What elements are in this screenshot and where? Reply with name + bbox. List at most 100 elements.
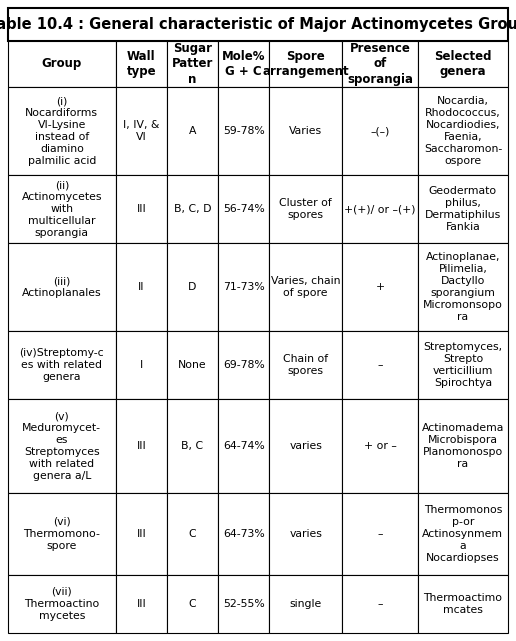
Text: 64-74%: 64-74% [223, 441, 265, 451]
Text: Table 10.4 : General characteristic of Major Actinomycetes Group: Table 10.4 : General characteristic of M… [0, 17, 516, 32]
Text: Spore
arrangement: Spore arrangement [263, 50, 349, 78]
Text: B, C, D: B, C, D [174, 204, 211, 214]
Text: Geodermato
philus,
Dermatiphilus
Fankia: Geodermato philus, Dermatiphilus Fankia [425, 186, 501, 232]
Text: varies: varies [289, 529, 322, 539]
Bar [167, 87, 218, 175]
Text: Actinoplanae,
Pilimelia,
Dactyllo
sporangium
Micromonsopo
ra: Actinoplanae, Pilimelia, Dactyllo sporan… [423, 252, 503, 322]
Bar [8, 175, 116, 244]
Text: Presence
of
sporangia: Presence of sporangia [347, 42, 413, 86]
Bar [342, 175, 418, 244]
Bar [8, 494, 116, 574]
Text: Chain of
spores: Chain of spores [283, 354, 328, 376]
Bar [167, 574, 218, 633]
Bar [218, 494, 269, 574]
Bar [116, 87, 167, 175]
Bar [116, 574, 167, 633]
Text: C: C [189, 529, 196, 539]
Bar [418, 87, 508, 175]
Text: (vi)
Thermomono-
spore: (vi) Thermomono- spore [23, 517, 100, 551]
Bar [342, 494, 418, 574]
Bar [116, 494, 167, 574]
Bar [8, 40, 116, 87]
Text: (ii)
Actinomycetes
with
multicellular
sporangia: (ii) Actinomycetes with multicellular sp… [22, 180, 102, 238]
Bar [8, 244, 116, 331]
Bar [116, 175, 167, 244]
Bar [218, 175, 269, 244]
Text: Varies: Varies [289, 126, 322, 137]
Bar [116, 331, 167, 399]
Text: Thermomonos
p-or
Actinosynmem
a
Nocardiopses: Thermomonos p-or Actinosynmem a Nocardio… [423, 505, 504, 563]
Bar [269, 399, 342, 494]
Text: 56-74%: 56-74% [223, 204, 265, 214]
Text: Nocardia,
Rhodococcus,
Nocardiodies,
Faenia,
Saccharomon-
ospore: Nocardia, Rhodococcus, Nocardiodies, Fae… [424, 96, 502, 166]
Bar [269, 494, 342, 574]
Text: (i)
Nocardiforms
VI-Lysine
instead of
diamino
palmilic acid: (i) Nocardiforms VI-Lysine instead of di… [25, 96, 99, 166]
Bar [342, 40, 418, 87]
Text: Thermoactimo
mcates: Thermoactimo mcates [424, 593, 503, 615]
Text: 69-78%: 69-78% [223, 360, 265, 370]
Bar [167, 175, 218, 244]
Text: I: I [140, 360, 143, 370]
Bar [342, 331, 418, 399]
Text: Actinomadema
Microbispora
Planomonospo
ra: Actinomadema Microbispora Planomonospo r… [422, 423, 504, 469]
Bar [167, 399, 218, 494]
Bar [167, 40, 218, 87]
Bar [418, 331, 508, 399]
Text: (v)
Meduromycet-
es
Streptomyces
with related
genera a/L: (v) Meduromycet- es Streptomyces with re… [22, 412, 101, 481]
Bar [218, 331, 269, 399]
Bar [8, 87, 116, 175]
Text: D: D [188, 282, 197, 292]
Text: (iii)
Actinoplanales: (iii) Actinoplanales [22, 276, 102, 298]
Bar [342, 399, 418, 494]
Bar [218, 244, 269, 331]
Bar [418, 494, 508, 574]
Bar [269, 244, 342, 331]
Bar [418, 399, 508, 494]
Bar [218, 40, 269, 87]
Text: 64-73%: 64-73% [223, 529, 265, 539]
Text: +: + [375, 282, 384, 292]
Bar [269, 331, 342, 399]
Bar [342, 574, 418, 633]
Bar [418, 574, 508, 633]
Bar [116, 399, 167, 494]
Text: III: III [136, 599, 146, 609]
Text: 59-78%: 59-78% [223, 126, 265, 137]
Text: B, C: B, C [182, 441, 204, 451]
Bar [8, 8, 508, 40]
Bar [116, 40, 167, 87]
Text: Streptomyces,
Strepto
verticillium
Spirochtya: Streptomyces, Strepto verticillium Spiro… [423, 342, 503, 388]
Bar [8, 331, 116, 399]
Bar [269, 40, 342, 87]
Text: varies: varies [289, 441, 322, 451]
Text: –: – [377, 599, 383, 609]
Text: Selected
genera: Selected genera [434, 50, 492, 78]
Bar [218, 399, 269, 494]
Text: III: III [136, 529, 146, 539]
Bar [269, 574, 342, 633]
Text: + or –: + or – [363, 441, 396, 451]
Bar [418, 40, 508, 87]
Text: III: III [136, 441, 146, 451]
Text: single: single [289, 599, 322, 609]
Text: Varies, chain
of spore: Varies, chain of spore [271, 276, 341, 298]
Text: III: III [136, 204, 146, 214]
Text: (vii)
Thermoactino
mycetes: (vii) Thermoactino mycetes [24, 587, 100, 620]
Text: –: – [377, 360, 383, 370]
Bar [342, 244, 418, 331]
Text: II: II [138, 282, 144, 292]
Text: (iv)Streptomy-c
es with related
genera: (iv)Streptomy-c es with related genera [20, 348, 104, 382]
Bar [418, 244, 508, 331]
Bar [418, 175, 508, 244]
Bar [167, 244, 218, 331]
Bar [342, 87, 418, 175]
Bar [218, 574, 269, 633]
Text: –(–): –(–) [370, 126, 390, 137]
Bar [218, 87, 269, 175]
Text: Sugar
Patter
n: Sugar Patter n [172, 42, 213, 86]
Text: Wall
type: Wall type [126, 50, 156, 78]
Bar [8, 574, 116, 633]
Bar [269, 87, 342, 175]
Bar [269, 175, 342, 244]
Text: Cluster of
spores: Cluster of spores [279, 198, 332, 220]
